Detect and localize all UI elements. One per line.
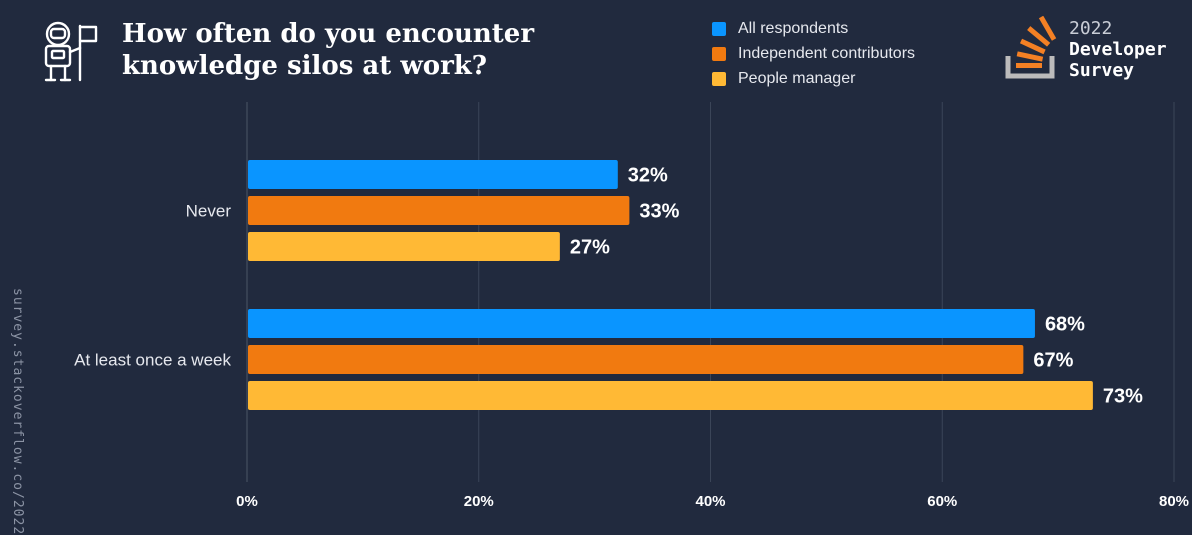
x-tick-label-20: 20%	[464, 493, 494, 510]
data-label-independent-contributors-never: 33%	[639, 201, 679, 223]
survey-url-watermark: survey.stackoverflow.co/2022	[10, 288, 25, 535]
legend-swatch-all-respondents	[712, 21, 726, 36]
chart-title-line-1: How often do you encounter	[122, 19, 535, 49]
bar-chart: 0% 20% 40% 60% 80% Never 32% 33% 27% At least onc…	[74, 102, 1189, 510]
legend-swatch-people-manager	[712, 71, 726, 86]
data-label-people-manager-never: 27%	[570, 237, 610, 259]
chart-title: How often do you encounter knowledge sil…	[122, 18, 534, 82]
data-label-all-respondents-at-least-once-a-week: 68%	[1045, 314, 1085, 336]
bar-all-respondents-never	[248, 160, 618, 189]
data-label-people-manager-at-least-once-a-week: 73%	[1103, 386, 1143, 408]
bar-all-respondents-at-least-once-a-week	[248, 309, 1035, 338]
survey-title-line-2: Survey	[1069, 60, 1135, 81]
survey-year: 2022	[1069, 18, 1113, 39]
category-label-at-least-once-a-week: At least once a week	[74, 351, 231, 370]
bar-independent-contributors-at-least-once-a-week	[248, 345, 1024, 374]
bar-people-manager-never	[248, 232, 560, 261]
legend: All respondents Independent contributors…	[712, 16, 915, 91]
survey-branding: 2022 Developer Survey	[1069, 18, 1167, 81]
survey-title-line-1: Developer	[1069, 39, 1167, 60]
x-tick-label-80: 80%	[1159, 493, 1189, 510]
stackoverflow-logo-icon	[1005, 16, 1057, 79]
bar-people-manager-at-least-once-a-week	[248, 381, 1093, 410]
legend-label-independent-contributors: Independent contributors	[738, 44, 916, 62]
x-tick-label-60: 60%	[927, 493, 957, 510]
x-tick-label-0: 0%	[236, 493, 258, 510]
legend-item-independent-contributors: Independent contributors	[712, 41, 915, 66]
data-label-independent-contributors-at-least-once-a-week: 67%	[1033, 350, 1073, 372]
legend-item-people-manager: People manager	[712, 66, 915, 91]
astronaut-flag-icon	[44, 21, 98, 82]
x-tick-label-40: 40%	[695, 493, 725, 510]
legend-swatch-independent-contributors	[712, 46, 726, 61]
data-label-all-respondents-never: 32%	[628, 165, 668, 187]
legend-label-people-manager: People manager	[738, 69, 856, 87]
bar-independent-contributors-never	[248, 196, 630, 225]
chart-title-line-2: knowledge silos at work?	[122, 51, 488, 81]
legend-item-all-respondents: All respondents	[712, 16, 915, 41]
legend-label-all-respondents: All respondents	[738, 19, 849, 37]
category-label-never: Never	[186, 202, 232, 221]
